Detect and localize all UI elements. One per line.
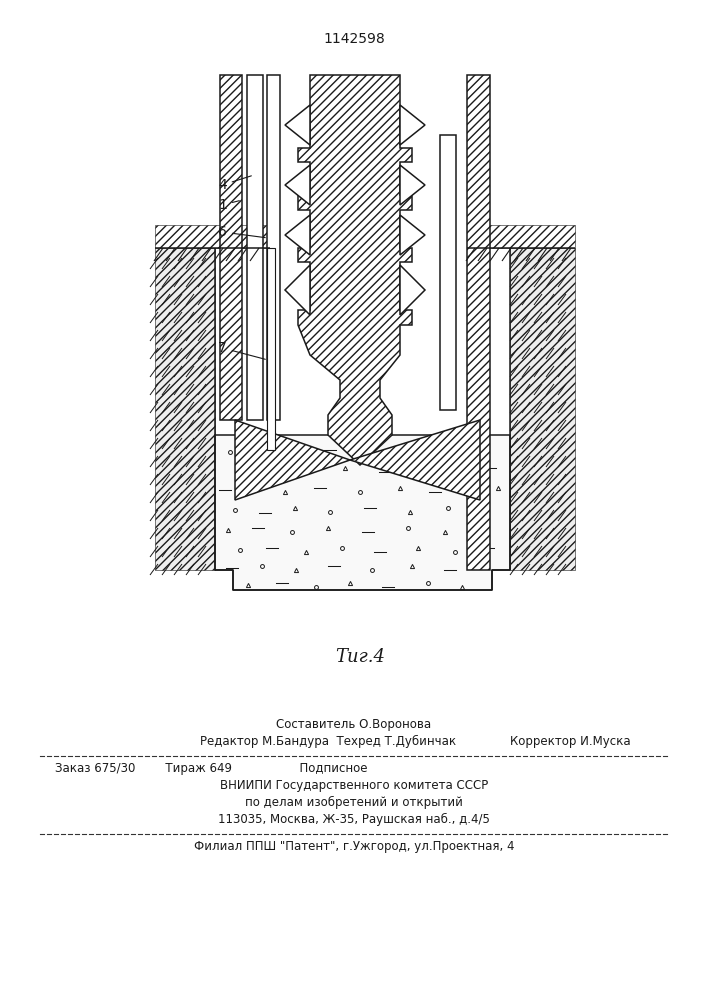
Polygon shape	[235, 420, 350, 500]
Polygon shape	[400, 165, 425, 205]
Polygon shape	[220, 75, 242, 420]
Polygon shape	[285, 105, 310, 145]
Text: Заказ 675/30        Тираж 649                  Подписное: Заказ 675/30 Тираж 649 Подписное	[55, 762, 368, 775]
Text: Корректор И.Муска: Корректор И.Муска	[510, 735, 631, 748]
Polygon shape	[155, 225, 270, 248]
Polygon shape	[350, 420, 480, 500]
Text: Филиал ППШ "Патент", г.Ужгород, ул.Проектная, 4: Филиал ППШ "Патент", г.Ужгород, ул.Проек…	[194, 840, 514, 853]
Polygon shape	[155, 248, 215, 570]
Text: 1: 1	[218, 198, 239, 212]
Polygon shape	[215, 435, 510, 590]
Text: Редактор М.Бандура  Техред Т.Дубинчак: Редактор М.Бандура Техред Т.Дубинчак	[200, 735, 456, 748]
Text: Составитель О.Воронова: Составитель О.Воронова	[276, 718, 431, 731]
Text: 4: 4	[218, 176, 252, 192]
Text: ВНИИПИ Государственного комитета СССР: ВНИИПИ Государственного комитета СССР	[220, 779, 488, 792]
Polygon shape	[267, 75, 280, 420]
Polygon shape	[400, 105, 425, 145]
Text: 113035, Москва, Ж-35, Раушская наб., д.4/5: 113035, Москва, Ж-35, Раушская наб., д.4…	[218, 813, 490, 826]
Text: Τиг.4: Τиг.4	[335, 648, 385, 666]
Polygon shape	[285, 215, 310, 255]
Text: 7: 7	[218, 341, 265, 359]
Polygon shape	[247, 75, 263, 420]
Text: 1142598: 1142598	[323, 32, 385, 46]
Polygon shape	[285, 265, 310, 315]
Polygon shape	[298, 75, 412, 465]
Text: по делам изобретений и открытий: по делам изобретений и открытий	[245, 796, 463, 809]
Polygon shape	[510, 248, 575, 570]
Polygon shape	[285, 165, 310, 205]
Polygon shape	[440, 135, 456, 410]
Polygon shape	[467, 225, 575, 248]
Text: 6: 6	[218, 225, 265, 239]
Polygon shape	[400, 265, 425, 315]
Polygon shape	[400, 215, 425, 255]
Polygon shape	[467, 75, 490, 570]
Polygon shape	[267, 248, 275, 450]
